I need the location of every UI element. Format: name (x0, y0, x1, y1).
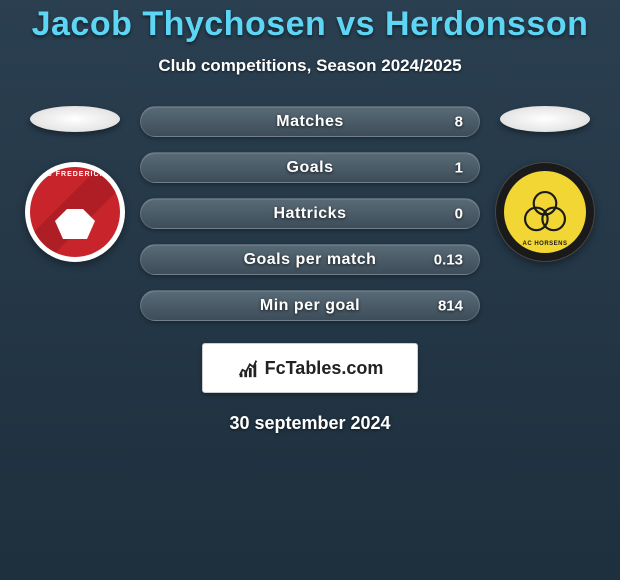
right-team-logo: AC HORSENS (495, 162, 595, 262)
left-team-logo: FC FREDERICIA (25, 162, 125, 262)
stat-row-matches: Matches 8 (140, 106, 480, 137)
left-player-marker (30, 106, 120, 132)
stat-row-goals-per-match: Goals per match 0.13 (140, 244, 480, 275)
footer-date: 30 september 2024 (0, 413, 620, 434)
rings-icon (519, 186, 571, 238)
stat-value-right: 0 (455, 205, 463, 222)
stat-label: Goals (287, 159, 334, 177)
left-logo-text: FC FREDERICIA (30, 171, 120, 178)
infographic-container: Jacob Thychosen vs Herdonsson Club compe… (0, 0, 620, 580)
right-team-logo-inner: AC HORSENS (504, 171, 586, 253)
left-team-logo-inner: FC FREDERICIA (30, 167, 120, 257)
main-content: FC FREDERICIA Matches 8 Goals 1 Hattrick… (0, 106, 620, 321)
stat-row-min-per-goal: Min per goal 814 (140, 290, 480, 321)
stat-value-right: 0.13 (434, 251, 463, 268)
source-name: FcTables.com (265, 358, 384, 379)
right-player-column: AC HORSENS (490, 106, 600, 262)
stat-row-hattricks: Hattricks 0 (140, 198, 480, 229)
stat-value-right: 1 (455, 159, 463, 176)
stats-column: Matches 8 Goals 1 Hattricks 0 Goals per … (140, 106, 480, 321)
source-badge: FcTables.com (202, 343, 418, 393)
stat-label: Matches (276, 113, 344, 131)
page-subtitle: Club competitions, Season 2024/2025 (0, 56, 620, 76)
stat-label: Min per goal (260, 297, 360, 315)
right-logo-text: AC HORSENS (504, 241, 586, 247)
stat-label: Goals per match (244, 251, 377, 269)
stat-value-right: 814 (438, 297, 463, 314)
right-player-marker (500, 106, 590, 132)
stat-label: Hattricks (274, 205, 347, 223)
left-player-column: FC FREDERICIA (20, 106, 130, 262)
page-title: Jacob Thychosen vs Herdonsson (0, 5, 620, 44)
stat-value-right: 8 (455, 113, 463, 130)
stat-row-goals: Goals 1 (140, 152, 480, 183)
chart-icon (237, 357, 259, 379)
